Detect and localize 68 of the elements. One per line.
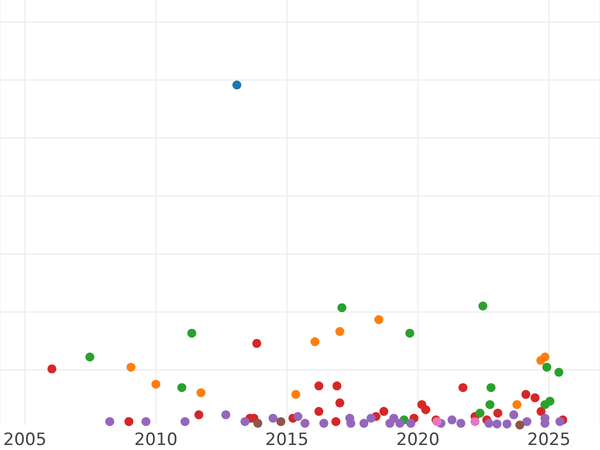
point [196, 388, 206, 398]
point [476, 408, 484, 418]
point [293, 412, 302, 421]
point [540, 352, 550, 362]
point [484, 418, 494, 428]
point [521, 390, 530, 399]
point [542, 362, 552, 372]
point [421, 405, 430, 414]
point [331, 417, 340, 426]
point [141, 417, 150, 426]
point [337, 303, 346, 312]
point [291, 390, 300, 399]
point [470, 417, 480, 426]
point [522, 417, 532, 426]
point [177, 383, 186, 392]
point [276, 417, 286, 426]
point [478, 302, 488, 310]
point [447, 415, 456, 424]
point [47, 364, 56, 374]
point [124, 417, 134, 426]
point [555, 417, 564, 426]
point [492, 419, 502, 428]
point [540, 400, 550, 410]
point [485, 400, 494, 410]
point [194, 410, 204, 420]
x-tick-label: 2020 [396, 430, 440, 450]
point [515, 420, 524, 430]
point [85, 352, 94, 362]
x-tick-label: 2010 [134, 430, 178, 450]
point [232, 80, 242, 90]
point [319, 418, 328, 428]
point [268, 414, 278, 423]
point [406, 418, 416, 428]
point [332, 381, 342, 390]
x-tick-label: 2025 [527, 430, 571, 450]
point [359, 418, 368, 428]
point [366, 414, 376, 423]
point [314, 406, 324, 416]
point [509, 410, 518, 420]
point [456, 418, 466, 428]
point [105, 417, 114, 426]
point [493, 408, 502, 418]
point [379, 406, 388, 416]
point [253, 418, 262, 428]
point [554, 368, 564, 377]
point [187, 328, 196, 338]
point [180, 417, 190, 426]
point [374, 315, 384, 324]
x-tick-label: 2015 [265, 430, 309, 450]
point [512, 400, 522, 410]
point [395, 418, 404, 428]
point [405, 328, 414, 338]
point [389, 414, 398, 423]
point [335, 398, 344, 408]
point [335, 327, 344, 336]
point [486, 383, 496, 392]
point [502, 419, 512, 428]
point [458, 383, 468, 392]
point [530, 393, 540, 402]
point [314, 381, 324, 390]
point [126, 362, 136, 372]
point [252, 338, 262, 348]
point [310, 337, 320, 346]
point [240, 417, 250, 426]
point [300, 418, 310, 428]
x-tick-label: 2005 [3, 430, 47, 450]
point [221, 410, 230, 420]
point [151, 380, 160, 389]
